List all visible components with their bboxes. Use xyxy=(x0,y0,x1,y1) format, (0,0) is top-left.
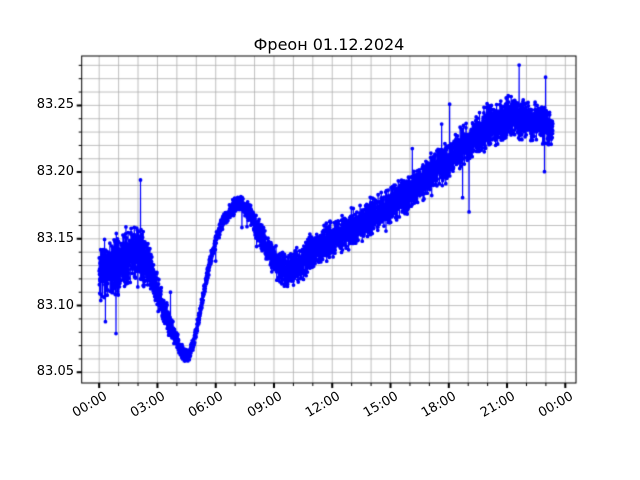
y-tick-label: 83.20 xyxy=(36,164,74,180)
chart-title: Фреон 01.12.2024 xyxy=(253,35,405,54)
y-tick-label: 83.10 xyxy=(36,297,74,313)
y-tick-label: 83.15 xyxy=(36,230,74,246)
y-tick-label: 83.05 xyxy=(36,364,74,380)
y-tick-label: 83.25 xyxy=(36,97,74,113)
